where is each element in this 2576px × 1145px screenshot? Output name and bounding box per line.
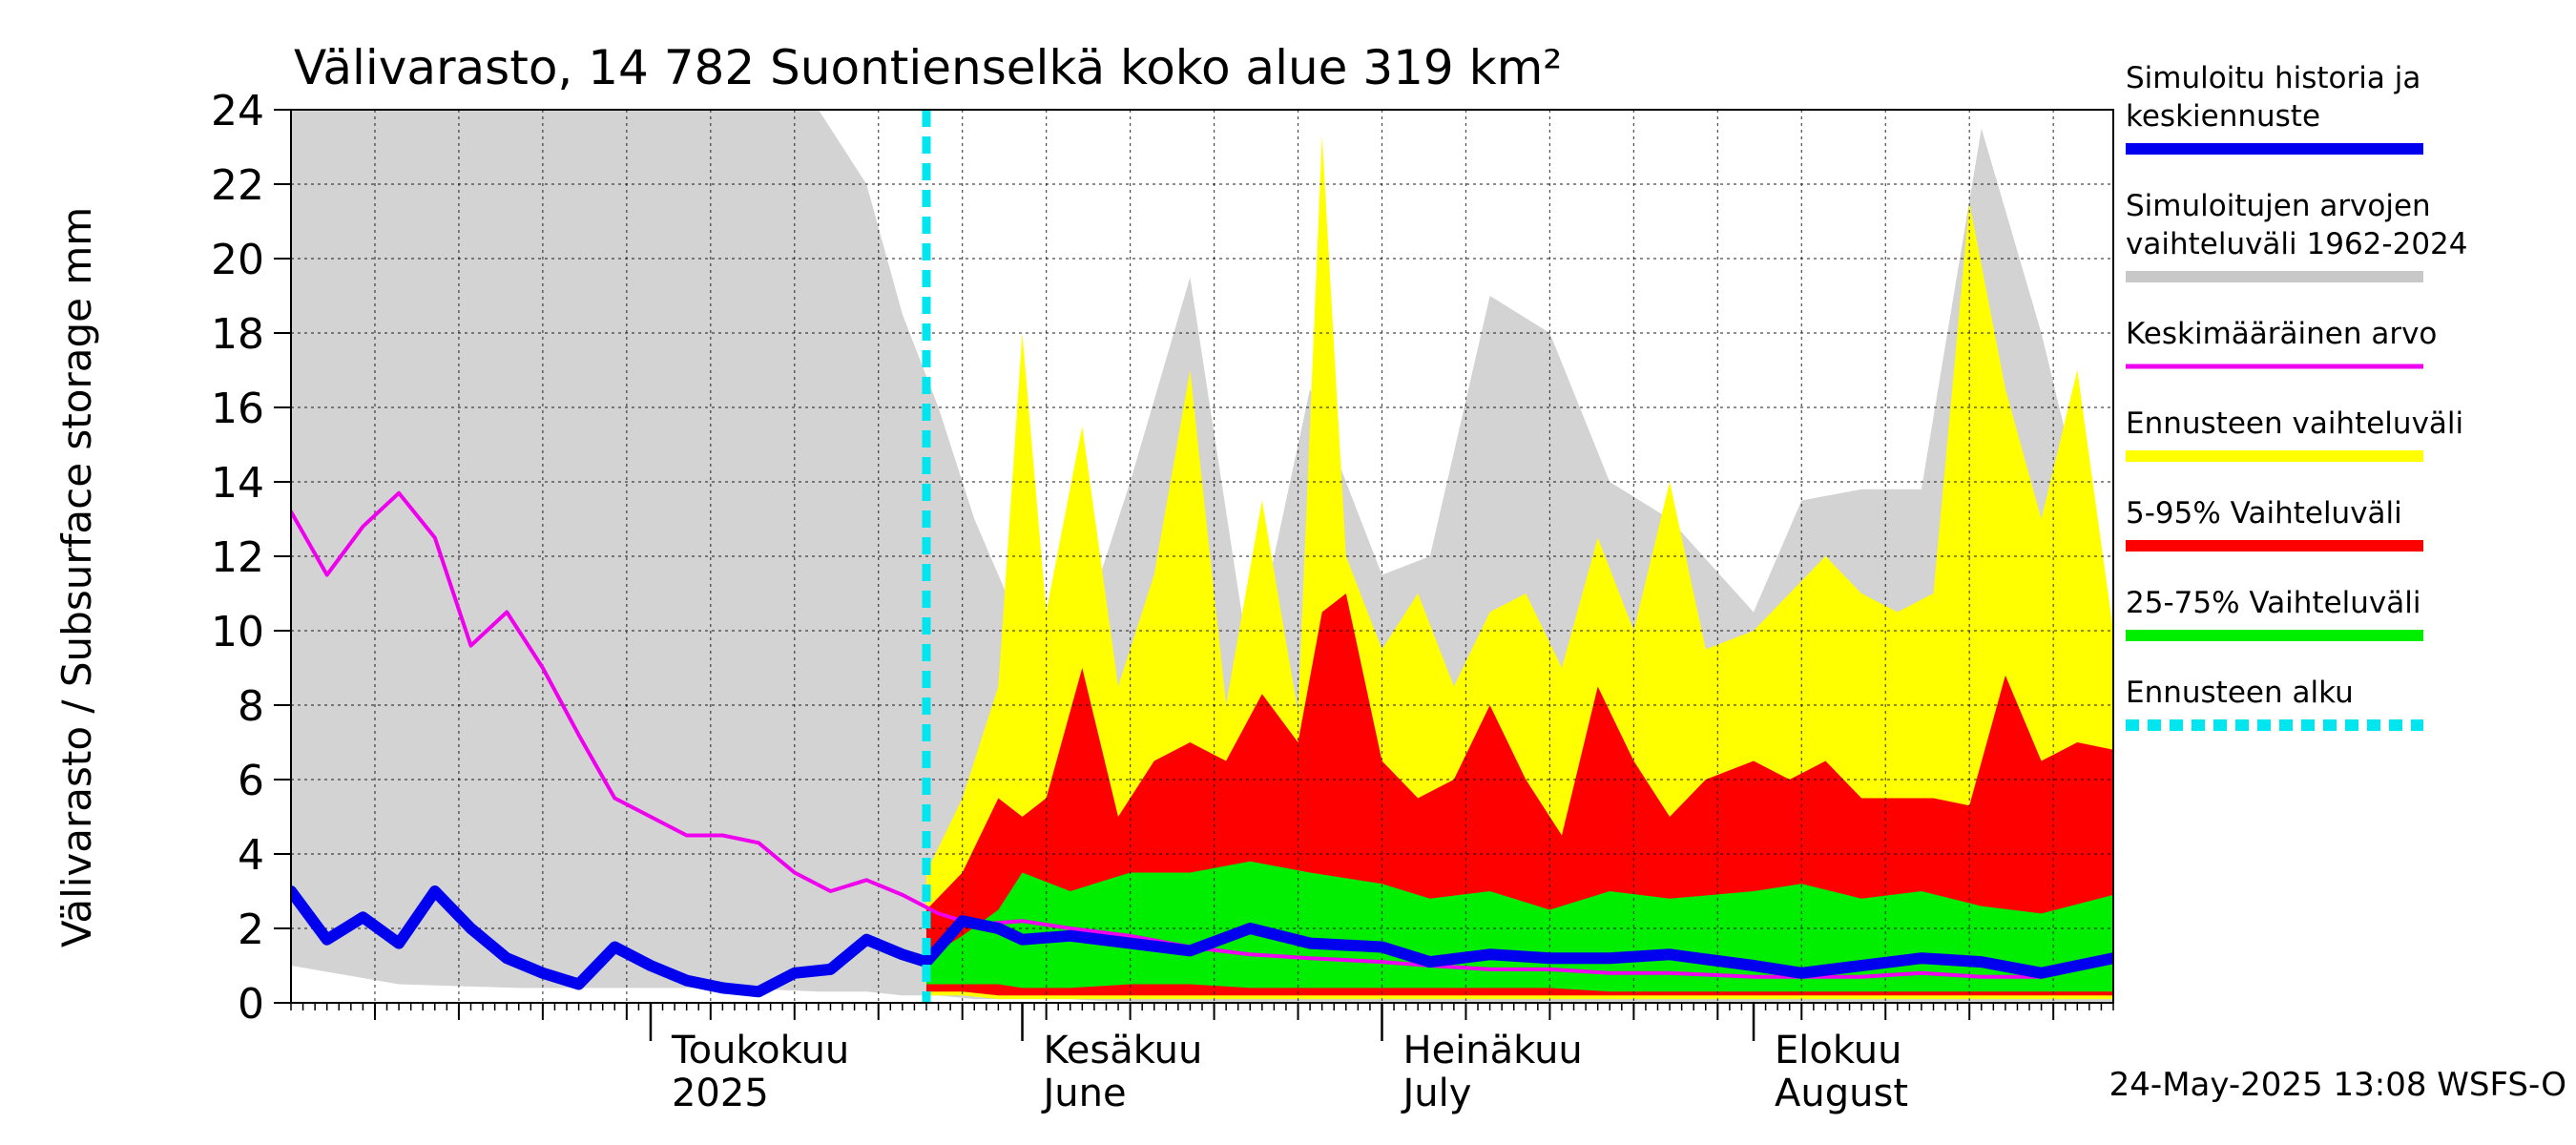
y-tick-label: 18 — [211, 310, 264, 359]
y-tick-label: 20 — [211, 236, 264, 284]
legend-label-line: keskiennuste — [2126, 99, 2320, 134]
y-tick-label: 22 — [211, 161, 264, 210]
legend-label-line: Keskimääräinen arvo — [2126, 317, 2437, 351]
x-month-label: Heinäkuu — [1402, 1029, 1582, 1072]
y-tick-label: 16 — [211, 385, 264, 433]
x-month-label: Kesäkuu — [1044, 1029, 1203, 1072]
x-month-sublabel: June — [1041, 1072, 1127, 1115]
y-tick-label: 14 — [211, 459, 264, 508]
y-tick-label: 24 — [211, 87, 264, 135]
y-tick-label: 0 — [238, 980, 264, 1029]
y-tick-label: 6 — [238, 757, 264, 805]
legend-label-line: Simuloitujen arvojen — [2126, 189, 2431, 223]
y-tick-label: 2 — [238, 906, 264, 954]
legend-label: Simuloitu historia ja keskiennuste — [2126, 61, 2420, 134]
legend-label: Ennusteen vaihteluväli — [2126, 406, 2463, 441]
line-series-1 — [291, 885, 2113, 998]
legend-label-line: Ennusteen alku — [2126, 676, 2354, 710]
y-tick-label: 10 — [211, 608, 264, 656]
legend-label-line: 5-95% Vaihteluväli — [2126, 496, 2402, 531]
legend-label: 25-75% Vaihteluväli — [2126, 586, 2421, 620]
legend-label: Simuloitujen arvojen vaihteluväli 1962-20… — [2126, 189, 2467, 261]
legend: Simuloitu historia ja keskiennusteSimuloi… — [2126, 61, 2467, 731]
legend-label-line: 25-75% Vaihteluväli — [2126, 586, 2421, 620]
y-tick-label: 4 — [238, 831, 264, 880]
lines-layer — [291, 490, 2113, 998]
x-month-sublabel: July — [1400, 1072, 1471, 1115]
x-month-label: Elokuu — [1775, 1029, 1902, 1072]
legend-label: Keskimääräinen arvo — [2126, 317, 2437, 351]
legend-label: 5-95% Vaihteluväli — [2126, 496, 2402, 531]
y-tick-label: 8 — [238, 682, 264, 731]
x-month-sublabel: 2025 — [672, 1072, 769, 1115]
legend-label-line: Simuloitu historia ja — [2126, 61, 2420, 95]
legend-label-line: Ennusteen vaihteluväli — [2126, 406, 2463, 441]
grid-layer — [291, 110, 2113, 1003]
legend-label: Ennusteen alku — [2126, 676, 2354, 710]
chart-title: Välivarasto, 14 782 Suontienselkä koko a… — [294, 40, 1562, 95]
footer-timestamp: 24-May-2025 13:08 WSFS-O — [2109, 1066, 2566, 1104]
x-month-label: Toukokuu — [671, 1029, 849, 1072]
legend-label-line: vaihteluväli 1962-2024 — [2126, 227, 2467, 261]
y-tick-label: 12 — [211, 533, 264, 582]
x-month-sublabel: August — [1775, 1072, 1908, 1115]
band-series-3 — [926, 861, 2113, 992]
y-axis-label: Välivarasto / Subsurface storage mm — [53, 207, 100, 947]
